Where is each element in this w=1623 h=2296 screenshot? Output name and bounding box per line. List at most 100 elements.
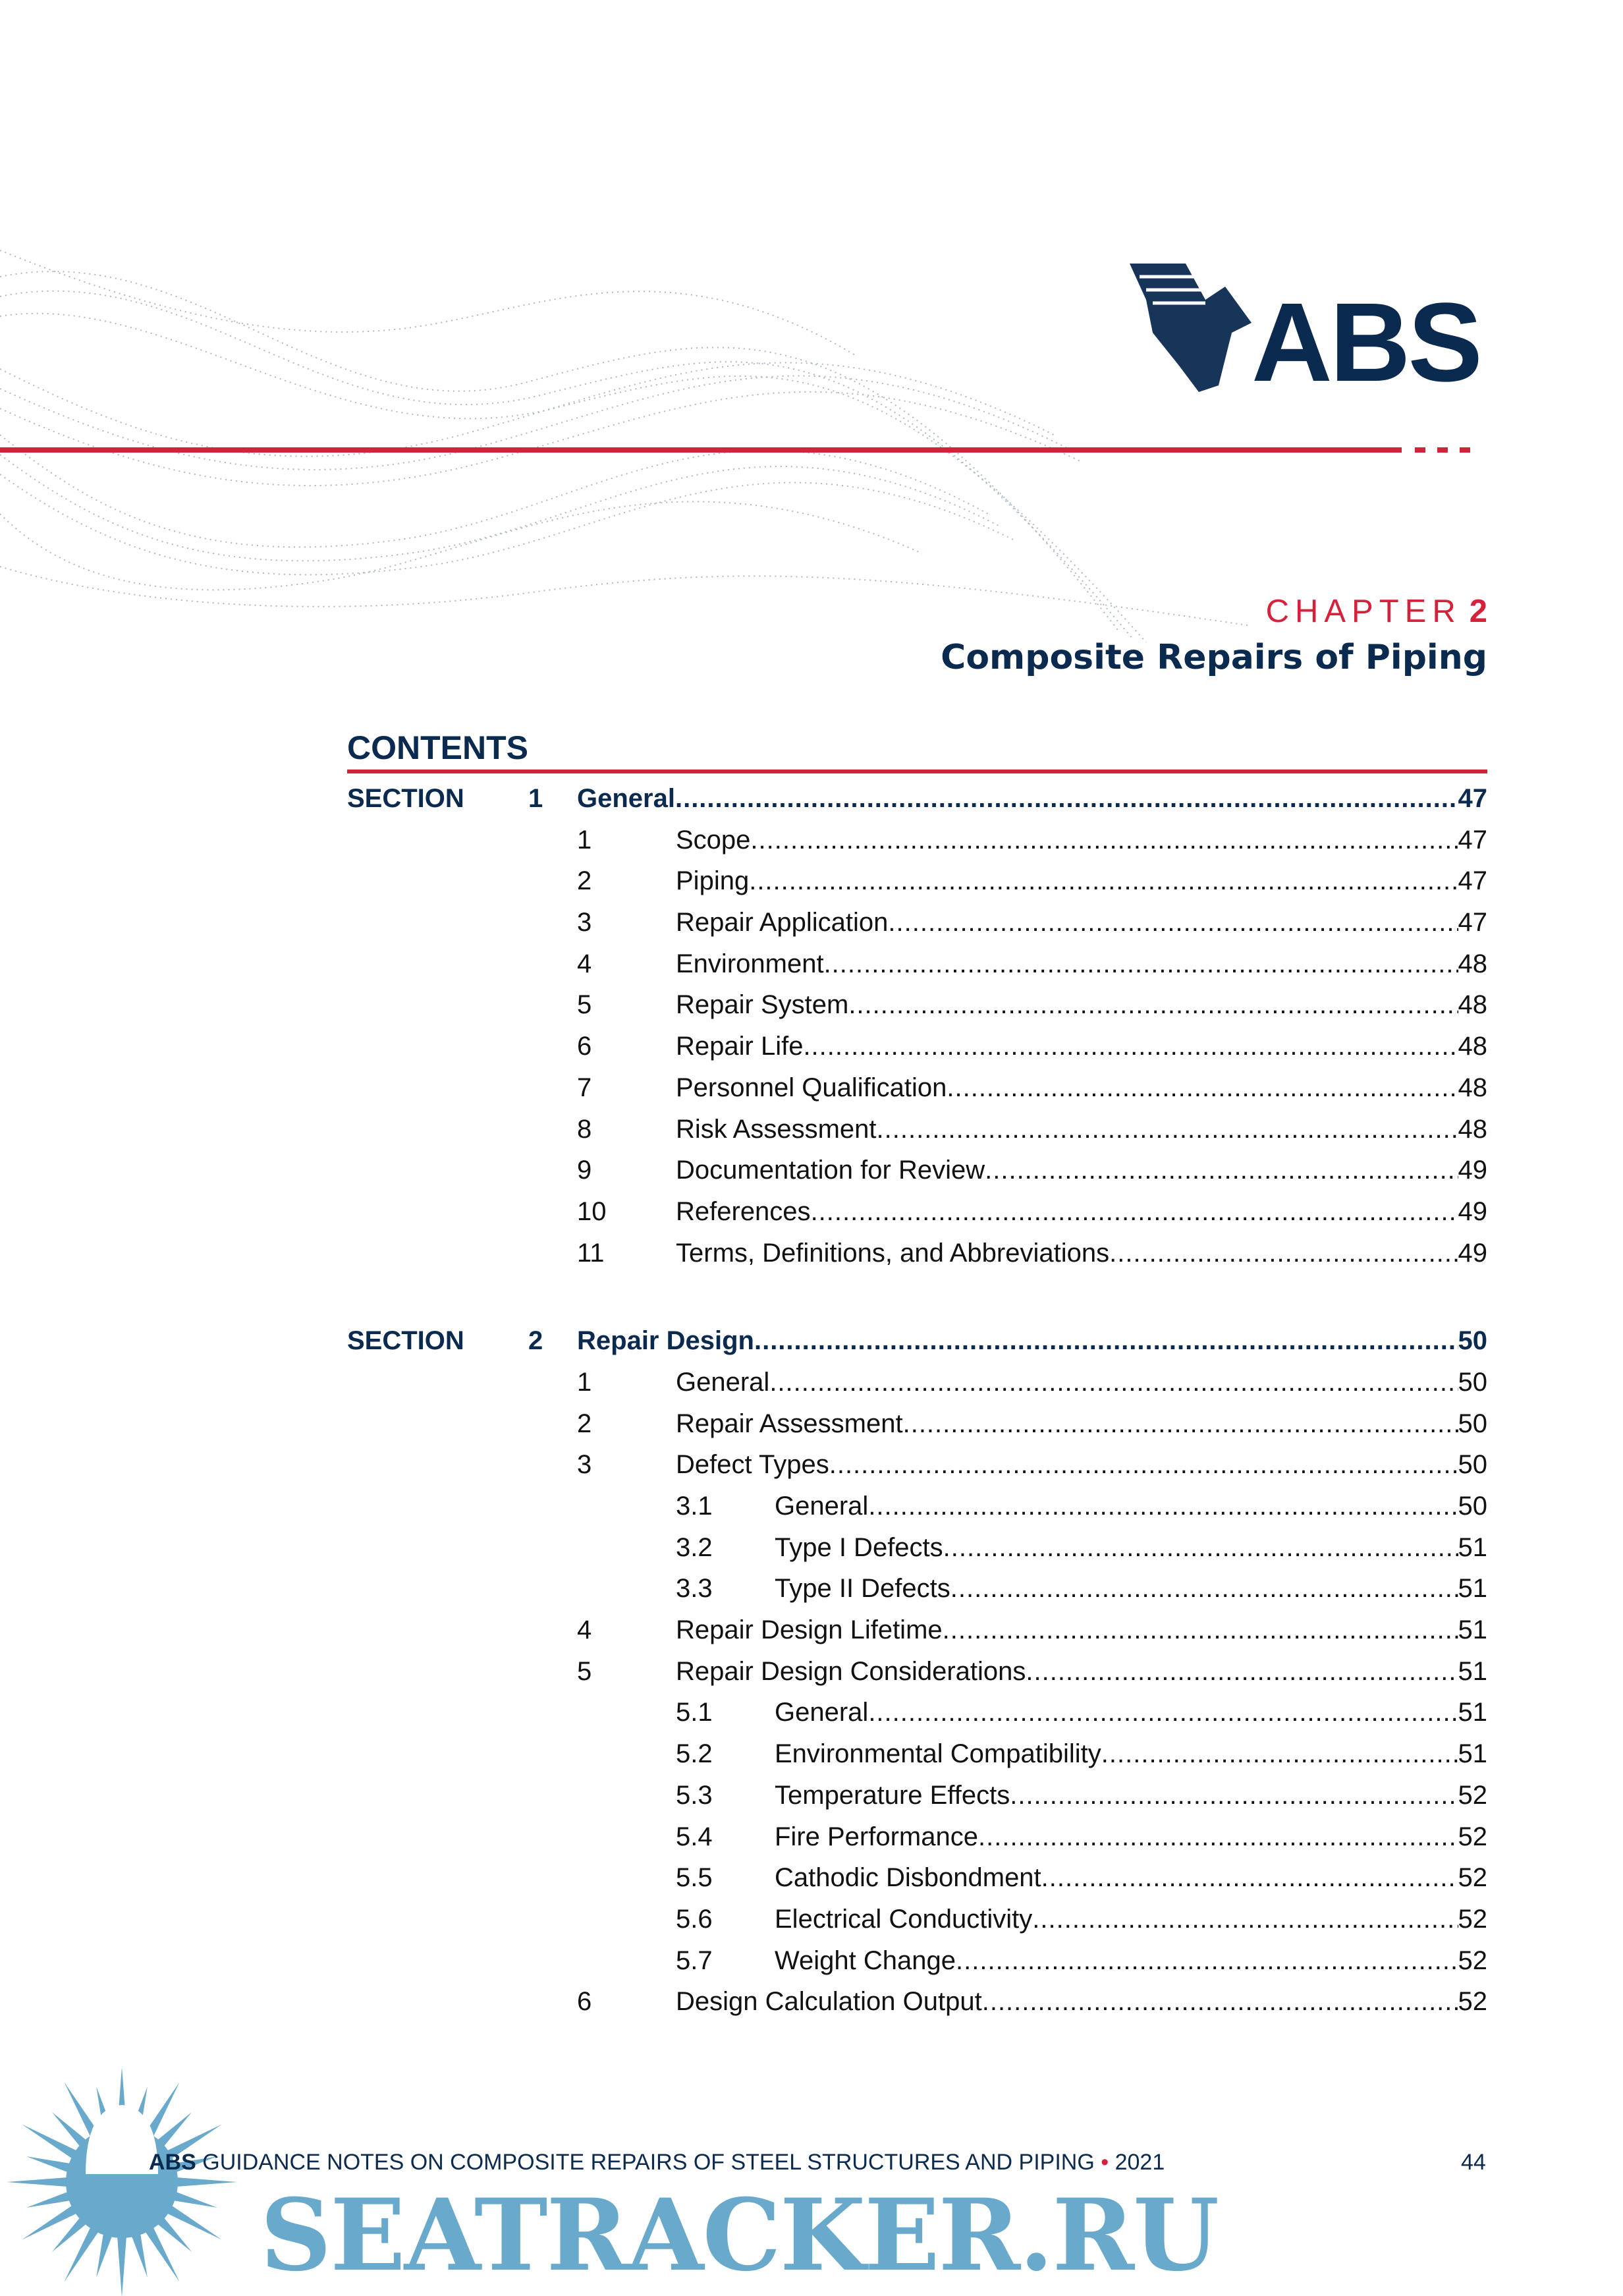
toc-item-row: 4 Repair Design Lifetime 51 — [347, 1610, 1487, 1651]
toc-item-row: 6 Repair Life 48 — [347, 1026, 1487, 1067]
dot-leader — [1010, 1775, 1458, 1816]
footer-title: GUIDANCE NOTES ON COMPOSITE REPAIRS OF S… — [202, 2150, 1095, 2175]
toc-entry-title: Repair Design Lifetime — [676, 1615, 943, 1645]
toc-entry-link[interactable]: Repair Design Lifetime 51 — [676, 1610, 1487, 1651]
dot-leader — [848, 984, 1458, 1026]
toc-entry-title: References — [676, 1196, 811, 1226]
toc-entry-link[interactable]: Repair Assessment 50 — [676, 1403, 1487, 1445]
toc-item-number: 8 — [577, 1114, 592, 1144]
toc-entry-link[interactable]: Type II Defects 51 — [775, 1568, 1487, 1610]
toc-page-number: 47 — [1458, 784, 1488, 813]
dot-leader — [1026, 1651, 1458, 1693]
toc-entry-title: Repair Design Considerations — [676, 1656, 1026, 1686]
toc-entry-link[interactable]: Fire Performance 52 — [775, 1816, 1487, 1858]
toc-entry-link[interactable]: Repair Application 47 — [676, 902, 1487, 943]
dot-leader — [1109, 1233, 1458, 1274]
toc-entry-title: Weight Change — [775, 1946, 956, 1975]
header-red-rule — [0, 447, 1402, 453]
dot-leader — [956, 1940, 1458, 1982]
toc-entry-link[interactable]: Cathodic Disbondment 52 — [775, 1857, 1487, 1899]
contents-heading: CONTENTS — [347, 729, 528, 766]
dot-leader — [1101, 1733, 1458, 1775]
dot-leader — [888, 902, 1458, 943]
toc-entry-link[interactable]: Defect Types 50 — [676, 1444, 1487, 1486]
dot-leader — [1041, 1857, 1458, 1899]
sun-ray — [174, 2177, 237, 2187]
toc-entry-link[interactable]: References 49 — [676, 1191, 1487, 1233]
toc-page-number: 51 — [1458, 1574, 1488, 1604]
toc-entry-link[interactable]: Design Calculation Output 52 — [676, 1981, 1487, 2023]
toc-entry-link[interactable]: Documentation for Review 49 — [676, 1150, 1487, 1191]
toc-item-number: 1 — [577, 825, 592, 854]
toc-entry-title: General — [577, 784, 675, 813]
sun-ray — [171, 2156, 217, 2173]
toc-subitem-number: 5.7 — [676, 1946, 713, 1975]
dot-leader — [750, 820, 1458, 861]
toc-entry-link[interactable]: General 50 — [775, 1486, 1487, 1527]
dot-leader — [978, 1816, 1458, 1858]
toc-entry-title: Type II Defects — [775, 1574, 950, 1604]
toc-item-row: 8 Risk Assessment 48 — [347, 1109, 1487, 1150]
toc-item-row: 5 Repair System 48 — [347, 984, 1487, 1026]
dot-leader — [877, 1109, 1458, 1150]
toc-subitem-number: 5.2 — [676, 1739, 713, 1769]
sun-ray — [7, 2177, 70, 2187]
sun-ray — [155, 2216, 192, 2253]
toc-entry-link[interactable]: Type I Defects 51 — [775, 1527, 1487, 1569]
dot-leader — [903, 1403, 1458, 1445]
toc-entry-title: Temperature Effects — [775, 1780, 1010, 1810]
dot-leader — [754, 1320, 1458, 1362]
toc-item-number: 2 — [577, 866, 592, 896]
section-number: 2 — [528, 1326, 543, 1356]
toc-subitem-number: 5.1 — [676, 1698, 713, 1727]
toc-subitem-number: 5.6 — [676, 1904, 713, 1934]
toc-entry-link[interactable]: Electrical Conductivity 52 — [775, 1899, 1487, 1940]
toc-entry-link[interactable]: General 51 — [775, 1692, 1487, 1733]
toc-entry-link[interactable]: Repair System 48 — [676, 984, 1487, 1026]
toc-entry-link[interactable]: Environment 48 — [676, 943, 1487, 985]
toc-page-number: 49 — [1458, 1196, 1488, 1226]
toc-entry-link[interactable]: Piping 47 — [676, 860, 1487, 902]
toc-page-number: 49 — [1458, 1238, 1488, 1268]
dot-leader — [982, 1981, 1458, 2023]
toc-entry-link[interactable]: General 50 — [676, 1362, 1487, 1403]
toc-subitem-number: 3.3 — [676, 1574, 713, 1604]
toc-entry-link[interactable]: Scope 47 — [676, 820, 1487, 861]
toc-item-row: 1 Scope 47 — [347, 820, 1487, 861]
toc-entry-link[interactable]: Environmental Compatibility 51 — [775, 1733, 1487, 1775]
toc-subitem-row: 5.5 Cathodic Disbondment 52 — [347, 1857, 1487, 1899]
toc-item-row: 2 Piping 47 — [347, 860, 1487, 902]
toc-entry-link[interactable]: Terms, Definitions, and Abbreviations 49 — [676, 1233, 1487, 1274]
toc-entry-link[interactable]: Repair Design 50 — [577, 1320, 1487, 1362]
toc-entry-link[interactable]: Temperature Effects 52 — [775, 1775, 1487, 1816]
toc-page-number: 50 — [1458, 1450, 1488, 1480]
toc-item-number: 3 — [577, 908, 592, 938]
sun-ray — [144, 2082, 180, 2139]
sun-ray — [117, 2234, 127, 2296]
toc-entry-title: Terms, Definitions, and Abbreviations — [676, 1238, 1110, 1268]
chapter-word: CHAPTER — [1265, 594, 1462, 629]
toc-entry-link[interactable]: Repair Design Considerations 51 — [676, 1651, 1487, 1693]
toc-item-number: 6 — [577, 1987, 592, 2017]
toc-entry-link[interactable]: Risk Assessment 48 — [676, 1109, 1487, 1150]
toc-item-row: 6 Design Calculation Output 52 — [347, 1981, 1487, 2023]
toc-subitem-row: 5.4 Fire Performance 52 — [347, 1816, 1487, 1858]
toc-item-row: 9 Documentation for Review 49 — [347, 1150, 1487, 1191]
toc-subitem-row: 3.1 General 50 — [347, 1486, 1487, 1527]
footer-brand: ABS — [149, 2150, 196, 2175]
toc-entry-title: Electrical Conductivity — [775, 1904, 1033, 1934]
toc-entry-link[interactable]: Repair Life 48 — [676, 1026, 1487, 1067]
toc-item-row: 10 References 49 — [347, 1191, 1487, 1233]
toc-page-number: 52 — [1458, 1780, 1488, 1810]
toc-page-number: 48 — [1458, 949, 1488, 978]
toc-entry-link[interactable]: Weight Change 52 — [775, 1940, 1487, 1982]
toc-subitem-row: 5.7 Weight Change 52 — [347, 1940, 1487, 1982]
toc-item-number: 2 — [577, 1409, 592, 1438]
page-number: 44 — [1461, 2150, 1486, 2175]
sun-ray — [26, 2156, 72, 2173]
toc-entry-link[interactable]: General 47 — [577, 778, 1487, 820]
toc-page-number: 48 — [1458, 1032, 1488, 1061]
toc-entry-link[interactable]: Personnel Qualification 48 — [676, 1067, 1487, 1109]
toc-page-number: 52 — [1458, 1863, 1488, 1893]
toc-page-number: 48 — [1458, 990, 1488, 1020]
